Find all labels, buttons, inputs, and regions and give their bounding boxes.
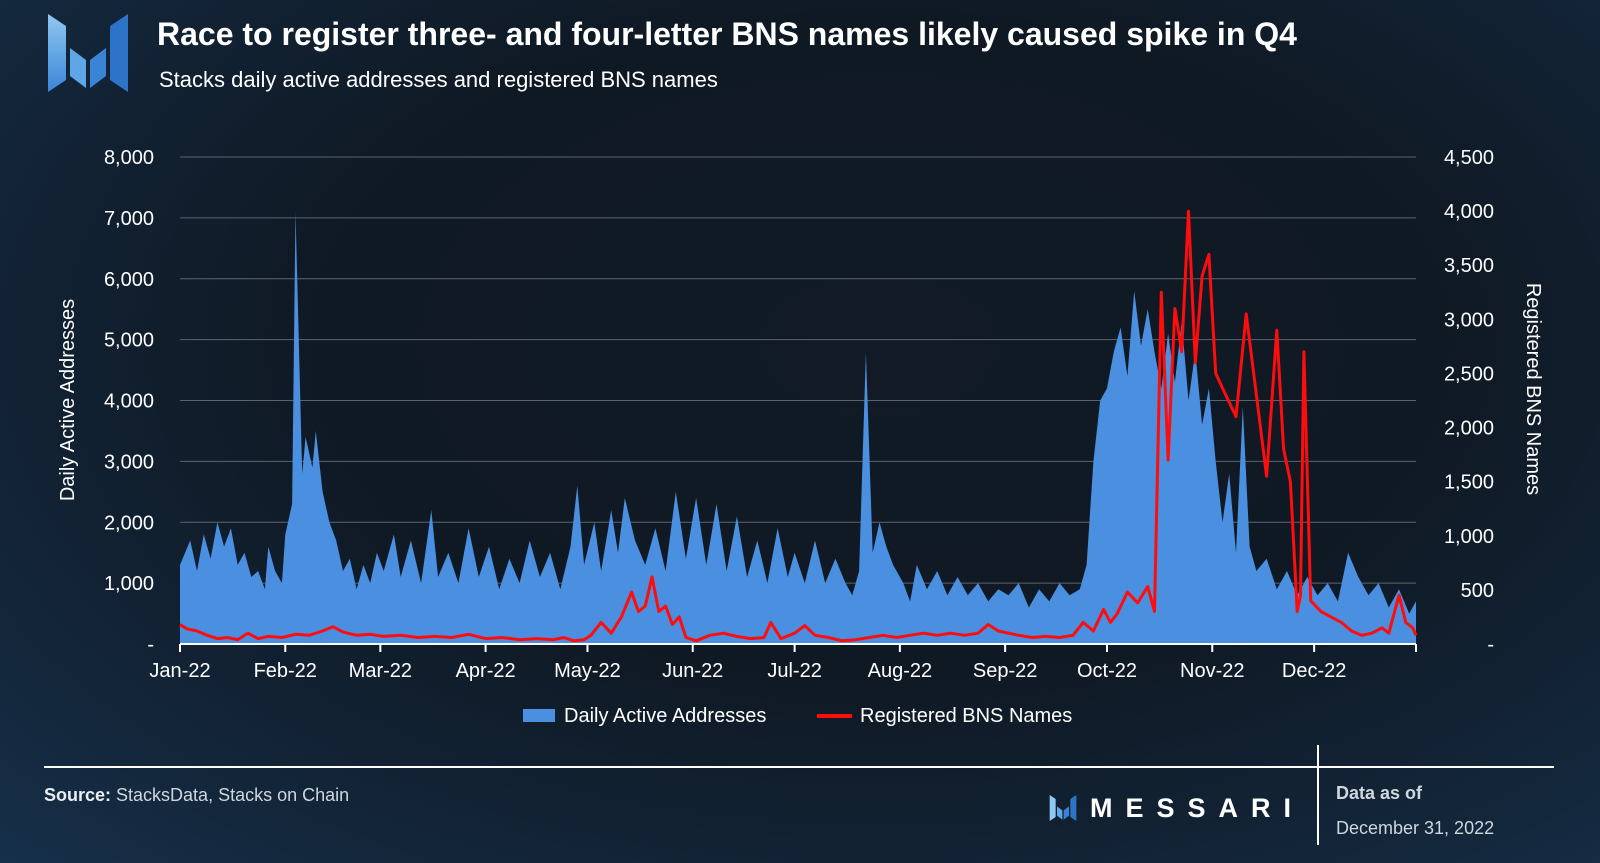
right-y-tick-label: 3,000 xyxy=(1444,309,1494,331)
data-as-of-date: December 31, 2022 xyxy=(1336,818,1495,838)
axes: Jan-22 Feb-22 Mar-22 Apr-22 May-22 Jun-22 Jul-… xyxy=(57,147,1544,682)
x-tick-label: Jan-22 xyxy=(149,660,210,682)
brand-logo-icon xyxy=(1049,795,1077,821)
right-axis-title: Registered BNS Names xyxy=(1522,283,1544,495)
chart-subtitle: Stacks daily active addresses and regist… xyxy=(159,67,718,92)
footer-vertical-divider xyxy=(1317,745,1319,845)
legend-label-daily-active-addresses: Daily Active Addresses xyxy=(564,705,766,727)
right-y-tick-label: 2,000 xyxy=(1444,418,1494,440)
daily-active-addresses-area xyxy=(180,211,1416,645)
x-tick-label: Apr-22 xyxy=(456,660,516,682)
brand: MESSARI xyxy=(1048,793,1304,823)
left-y-tick-label: 4,000 xyxy=(104,391,154,413)
x-tick-label: Oct-22 xyxy=(1077,660,1137,682)
chart-title: Race to register three- and four-letter … xyxy=(157,16,1297,52)
area-series xyxy=(180,211,1416,645)
right-y-tick-label: 2,500 xyxy=(1444,363,1494,385)
x-tick-label: Feb-22 xyxy=(254,660,317,682)
x-tick-label: Dec-22 xyxy=(1282,660,1346,682)
x-tick-label: Nov-22 xyxy=(1180,660,1244,682)
right-y-tick-label: 4,000 xyxy=(1444,201,1494,223)
x-tick-label: Mar-22 xyxy=(349,660,412,682)
x-tick-label: Aug-22 xyxy=(868,660,933,682)
legend-swatch-area xyxy=(523,709,555,722)
left-y-tick-label: 1,000 xyxy=(104,573,154,595)
right-y-tick-label: 4,500 xyxy=(1444,147,1494,169)
messari-logo-icon xyxy=(48,14,128,92)
right-y-tick-label: 3,500 xyxy=(1444,255,1494,277)
x-tick-label: Jun-22 xyxy=(662,660,723,682)
left-y-tick-label: - xyxy=(147,634,154,656)
legend: Daily Active Addresses Registered BNS Nam… xyxy=(523,705,1072,727)
left-y-tick-label: 8,000 xyxy=(104,147,154,169)
right-y-tick-label: 1,000 xyxy=(1444,526,1494,548)
registered-bns-names-line xyxy=(179,209,1418,643)
right-y-tick-label: - xyxy=(1487,634,1494,656)
left-y-tick-label: 2,000 xyxy=(104,512,154,534)
chart: Jan-22 Feb-22 Mar-22 Apr-22 May-22 Jun-22 Jul-… xyxy=(57,147,1544,727)
source-text: StacksData, Stacks on Chain xyxy=(111,785,350,805)
legend-label-registered-bns-names: Registered BNS Names xyxy=(860,705,1072,727)
brand-wordmark: MESSARI xyxy=(1090,792,1305,823)
x-tick-label: May-22 xyxy=(554,660,621,682)
footer-divider xyxy=(44,766,1554,768)
left-y-tick-label: 5,000 xyxy=(104,330,154,352)
right-y-tick-label: 1,500 xyxy=(1444,472,1494,494)
left-y-tick-label: 3,000 xyxy=(104,451,154,473)
x-tick-label: Sep-22 xyxy=(973,660,1038,682)
x-tick-label: Jul-22 xyxy=(767,660,821,682)
left-axis-title: Daily Active Addresses xyxy=(57,299,79,501)
line-series xyxy=(179,209,1418,643)
data-as-of-label: Data as of xyxy=(1336,783,1423,803)
left-y-tick-label: 7,000 xyxy=(104,208,154,230)
source-label: Source: xyxy=(44,785,112,805)
source-note: Source: StacksData, Stacks on Chain xyxy=(44,785,349,806)
right-y-tick-label: 500 xyxy=(1461,580,1494,602)
left-y-tick-label: 6,000 xyxy=(104,269,154,291)
